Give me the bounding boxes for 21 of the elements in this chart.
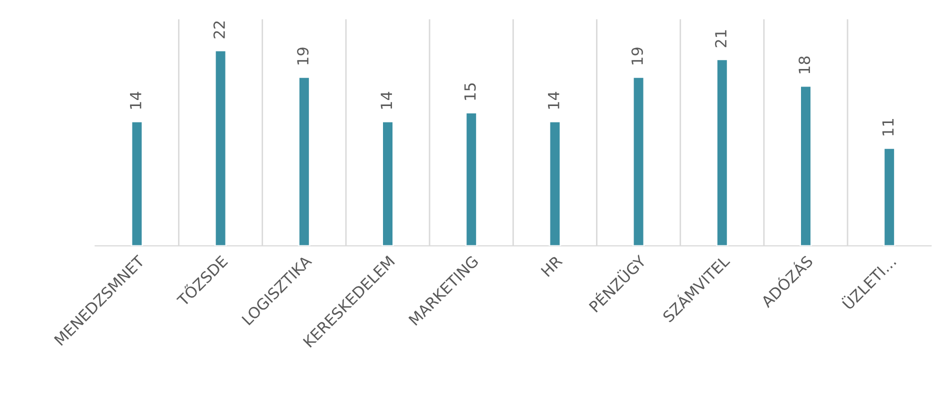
bar (465, 112, 478, 246)
bar (716, 58, 728, 246)
data-label: 14 (380, 92, 392, 109)
bar (883, 147, 896, 246)
data-label: 14 (130, 92, 142, 109)
data-label: 11 (882, 119, 894, 136)
bar (632, 76, 645, 246)
x-tick-label: HR (540, 254, 563, 277)
bar (130, 120, 144, 246)
data-label: 21 (715, 30, 726, 48)
data-label: 15 (464, 83, 476, 100)
data-label: 19 (631, 48, 643, 64)
bar (214, 50, 227, 246)
bar (548, 120, 562, 246)
data-label: 22 (213, 21, 225, 38)
data-label: 14 (548, 92, 560, 109)
bar (382, 120, 394, 246)
bar (800, 85, 812, 246)
data-label: 19 (297, 48, 309, 64)
data-label: 18 (798, 56, 810, 74)
bar (298, 76, 310, 246)
